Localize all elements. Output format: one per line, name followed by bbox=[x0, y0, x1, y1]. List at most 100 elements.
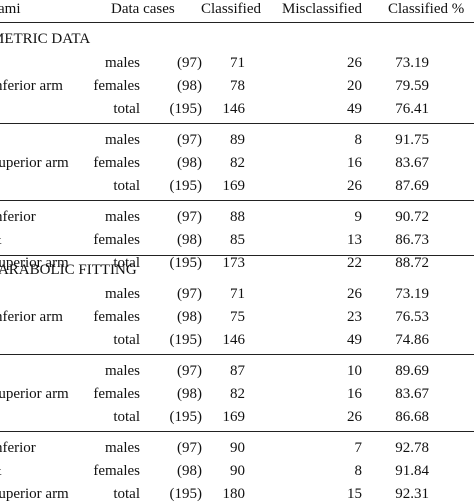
cell-misclassified: 26 bbox=[347, 286, 362, 302]
cell-classified-percent: 86.68 bbox=[395, 409, 429, 425]
cell-misclassified: 49 bbox=[347, 332, 362, 348]
row-group-label: Inferior arm bbox=[0, 78, 63, 94]
cell-misclassified: 26 bbox=[347, 178, 362, 194]
cell-classified: 90 bbox=[230, 440, 245, 456]
cell-data-cases: (195) bbox=[169, 332, 203, 348]
cell-sex: males bbox=[105, 440, 140, 456]
header-classified: Classified bbox=[201, 1, 261, 17]
cell-classified-percent: 83.67 bbox=[395, 386, 429, 402]
row-group-label: Superior arm bbox=[0, 255, 69, 271]
cell-data-cases: (195) bbox=[169, 409, 203, 425]
cell-misclassified: 26 bbox=[347, 409, 362, 425]
cell-classified: 71 bbox=[230, 286, 245, 302]
cell-misclassified: 10 bbox=[347, 363, 362, 379]
cell-sex: males bbox=[105, 55, 140, 71]
cell-data-cases: (195) bbox=[169, 101, 203, 117]
cell-classified-percent: 91.84 bbox=[395, 463, 429, 479]
cell-data-cases: (97) bbox=[177, 132, 202, 148]
cell-classified-percent: 92.31 bbox=[395, 486, 429, 502]
cell-data-cases: (98) bbox=[177, 155, 202, 171]
cell-data-cases: (98) bbox=[177, 232, 202, 248]
cell-misclassified: 9 bbox=[354, 209, 363, 225]
cell-classified-percent: 73.19 bbox=[395, 286, 429, 302]
row-group-label: Inferior arm bbox=[0, 309, 63, 325]
cell-classified: 169 bbox=[222, 178, 246, 194]
row-group-label: Inferior bbox=[0, 440, 36, 456]
cell-data-cases: (98) bbox=[177, 78, 202, 94]
cell-misclassified: 26 bbox=[347, 55, 362, 71]
cell-classified: 75 bbox=[230, 309, 245, 325]
cell-sex: females bbox=[93, 232, 140, 248]
cell-misclassified: 16 bbox=[347, 386, 362, 402]
cell-classified-percent: 74.86 bbox=[395, 332, 429, 348]
cell-classified: 78 bbox=[230, 78, 245, 94]
cell-sex: females bbox=[93, 309, 140, 325]
cell-data-cases: (97) bbox=[177, 209, 202, 225]
cell-classified: 87 bbox=[230, 363, 245, 379]
cell-sex: females bbox=[93, 463, 140, 479]
header-classified-percent: Classified % bbox=[388, 1, 465, 17]
cell-classified: 90 bbox=[230, 463, 245, 479]
header-misclassified: Misclassified bbox=[282, 1, 362, 17]
cell-sex: total bbox=[113, 178, 140, 194]
cell-data-cases: (98) bbox=[177, 309, 202, 325]
cell-classified-percent: 88.72 bbox=[395, 255, 429, 271]
cell-classified: 146 bbox=[222, 332, 246, 348]
cell-classified: 82 bbox=[230, 386, 245, 402]
cell-sex: males bbox=[105, 363, 140, 379]
cell-sex: females bbox=[93, 78, 140, 94]
cell-misclassified: 8 bbox=[354, 463, 363, 479]
cell-classified-percent: 76.41 bbox=[395, 101, 429, 117]
cell-sex: total bbox=[113, 332, 140, 348]
cell-data-cases: (195) bbox=[169, 178, 203, 194]
cell-sex: total bbox=[113, 409, 140, 425]
section-title: PARABOLIC FITTING bbox=[0, 262, 137, 278]
section-rule bbox=[0, 255, 474, 256]
header-rule bbox=[0, 22, 474, 23]
cell-misclassified: 13 bbox=[347, 232, 362, 248]
cell-sex: females bbox=[93, 155, 140, 171]
cell-classified: 173 bbox=[222, 255, 246, 271]
cell-data-cases: (195) bbox=[169, 486, 203, 502]
cell-classified: 89 bbox=[230, 132, 245, 148]
header-data-cases: Data cases bbox=[111, 1, 175, 17]
cell-sex: males bbox=[105, 132, 140, 148]
group-rule bbox=[0, 354, 474, 355]
cell-misclassified: 15 bbox=[347, 486, 362, 502]
cell-data-cases: (97) bbox=[177, 55, 202, 71]
cell-misclassified: 49 bbox=[347, 101, 362, 117]
group-rule bbox=[0, 200, 474, 201]
group-rule bbox=[0, 123, 474, 124]
cell-classified-percent: 92.78 bbox=[395, 440, 429, 456]
header-rami: Rami bbox=[0, 1, 21, 17]
cell-classified: 71 bbox=[230, 55, 245, 71]
cell-sex: males bbox=[105, 209, 140, 225]
row-group-label: Superior arm bbox=[0, 386, 69, 402]
cell-sex: total bbox=[113, 101, 140, 117]
row-group-label: Superior arm bbox=[0, 486, 69, 502]
cell-misclassified: 16 bbox=[347, 155, 362, 171]
row-group-label: Superior arm bbox=[0, 155, 69, 171]
cell-data-cases: (97) bbox=[177, 363, 202, 379]
cell-data-cases: (97) bbox=[177, 440, 202, 456]
cell-classified-percent: 79.59 bbox=[395, 78, 429, 94]
cell-sex: total bbox=[113, 486, 140, 502]
cell-classified-percent: 90.72 bbox=[395, 209, 429, 225]
cell-sex: total bbox=[113, 255, 140, 271]
cell-data-cases: (97) bbox=[177, 286, 202, 302]
cell-classified-percent: 87.69 bbox=[395, 178, 429, 194]
cell-sex: females bbox=[93, 386, 140, 402]
row-group-label: Inferior bbox=[0, 209, 36, 225]
cell-data-cases: (98) bbox=[177, 463, 202, 479]
cell-classified: 82 bbox=[230, 155, 245, 171]
group-rule bbox=[0, 431, 474, 432]
cell-classified-percent: 89.69 bbox=[395, 363, 429, 379]
cell-misclassified: 8 bbox=[354, 132, 363, 148]
cell-misclassified: 22 bbox=[347, 255, 362, 271]
cell-classified: 169 bbox=[222, 409, 246, 425]
cell-classified-percent: 73.19 bbox=[395, 55, 429, 71]
section-title: METRIC DATA bbox=[0, 31, 91, 47]
row-group-label: & bbox=[0, 231, 2, 249]
cell-data-cases: (195) bbox=[169, 255, 203, 271]
cell-misclassified: 23 bbox=[347, 309, 362, 325]
